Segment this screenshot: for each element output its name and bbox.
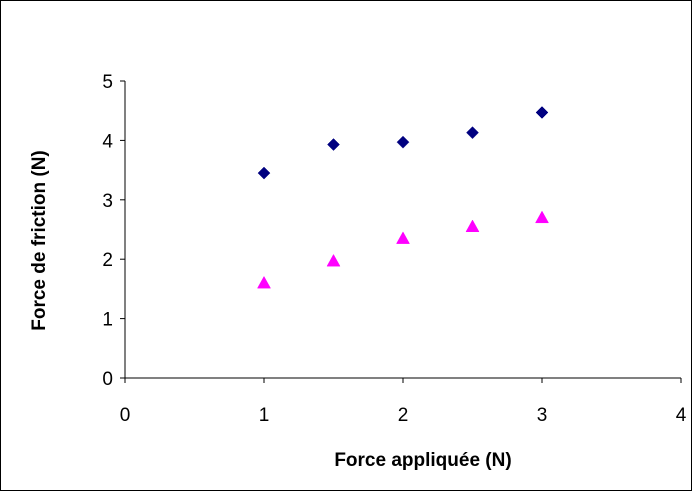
- x-tick-label: 4: [676, 405, 687, 426]
- data-point-diamond: [535, 106, 549, 119]
- data-point-triangle: [257, 275, 271, 289]
- data-point-triangle: [396, 231, 410, 244]
- x-tick-label: 3: [537, 405, 548, 426]
- data-point-diamond: [396, 135, 410, 149]
- data-point-triangle: [465, 219, 480, 232]
- data-point-triangle: [535, 210, 549, 224]
- x-tick-label: 2: [398, 405, 409, 426]
- axes: [120, 80, 682, 383]
- y-tick-label: 4: [102, 131, 113, 152]
- x-tick-label: 0: [120, 405, 131, 426]
- data-point-diamond: [257, 166, 271, 180]
- y-axis-title: Force de friction (N): [29, 150, 50, 331]
- x-tick-label: 1: [259, 405, 270, 426]
- y-tick-label: 5: [102, 72, 113, 93]
- data-point-diamond: [327, 138, 340, 151]
- data-points: [257, 106, 549, 289]
- y-tick-label: 3: [102, 191, 113, 212]
- data-point-diamond: [466, 126, 479, 140]
- x-axis-title: Force appliquée (N): [334, 450, 511, 471]
- tick-labels: 0 1 2 3 4 5 0 1 2 3 4: [102, 72, 686, 426]
- y-tick-label: 0: [102, 369, 113, 390]
- data-point-triangle: [326, 253, 341, 267]
- y-tick-label: 2: [102, 250, 113, 271]
- y-tick-label: 1: [102, 310, 113, 331]
